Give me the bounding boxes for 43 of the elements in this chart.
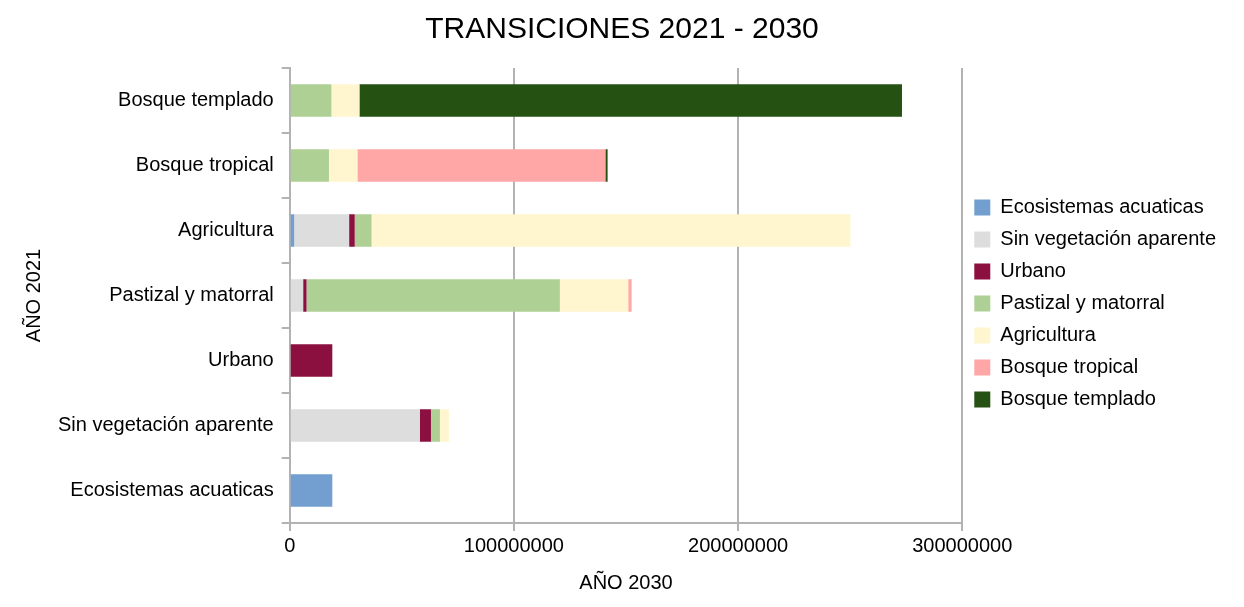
bar <box>628 279 632 312</box>
x-tick-label: 0 <box>284 533 296 556</box>
x-tick-label: 100000000 <box>463 533 564 556</box>
bar <box>419 409 431 442</box>
bar <box>290 409 420 442</box>
y-tick-label: Agricultura <box>178 218 275 241</box>
bar <box>430 409 440 442</box>
bar <box>371 214 851 247</box>
legend-label: Ecosistemas acuaticas <box>1000 195 1204 218</box>
y-tick-label: Ecosistemas acuaticas <box>70 478 274 501</box>
bar <box>294 214 350 247</box>
bar <box>349 214 355 247</box>
bar <box>357 149 606 182</box>
bar <box>359 84 902 117</box>
legend-label: Bosque tropical <box>1000 355 1139 378</box>
legend-label: Agricultura <box>1000 323 1097 346</box>
y-tick-label: Sin vegetación aparente <box>57 413 274 436</box>
y-axis-title: AÑO 2021 <box>20 248 44 343</box>
bar <box>290 149 329 182</box>
bar <box>290 84 332 117</box>
bar <box>306 279 560 312</box>
legend-label: Sin vegetación aparente <box>1000 227 1217 250</box>
bar <box>354 214 372 247</box>
legend-label: Bosque templado <box>1000 387 1156 410</box>
bar <box>605 149 608 182</box>
bar <box>559 279 629 312</box>
bar <box>290 474 333 507</box>
bar <box>331 84 360 117</box>
bar <box>290 279 304 312</box>
y-tick-label: Pastizal y matorral <box>109 283 274 306</box>
x-tick-label: 300000000 <box>912 533 1013 556</box>
bar <box>328 149 358 182</box>
y-tick-label: Bosque tropical <box>135 153 274 176</box>
legend-label: Urbano <box>1000 259 1066 282</box>
chart-title: TRANSICIONES 2021 - 2030 <box>425 11 819 45</box>
bar <box>303 279 307 312</box>
legend-label: Pastizal y matorral <box>1000 291 1165 314</box>
bar <box>290 344 333 377</box>
x-axis-title: AÑO 2030 <box>579 569 673 593</box>
x-tick-label: 200000000 <box>688 533 789 556</box>
y-tick-label: Urbano <box>208 348 274 371</box>
bar <box>439 409 449 442</box>
y-tick-label: Bosque templado <box>118 88 274 111</box>
